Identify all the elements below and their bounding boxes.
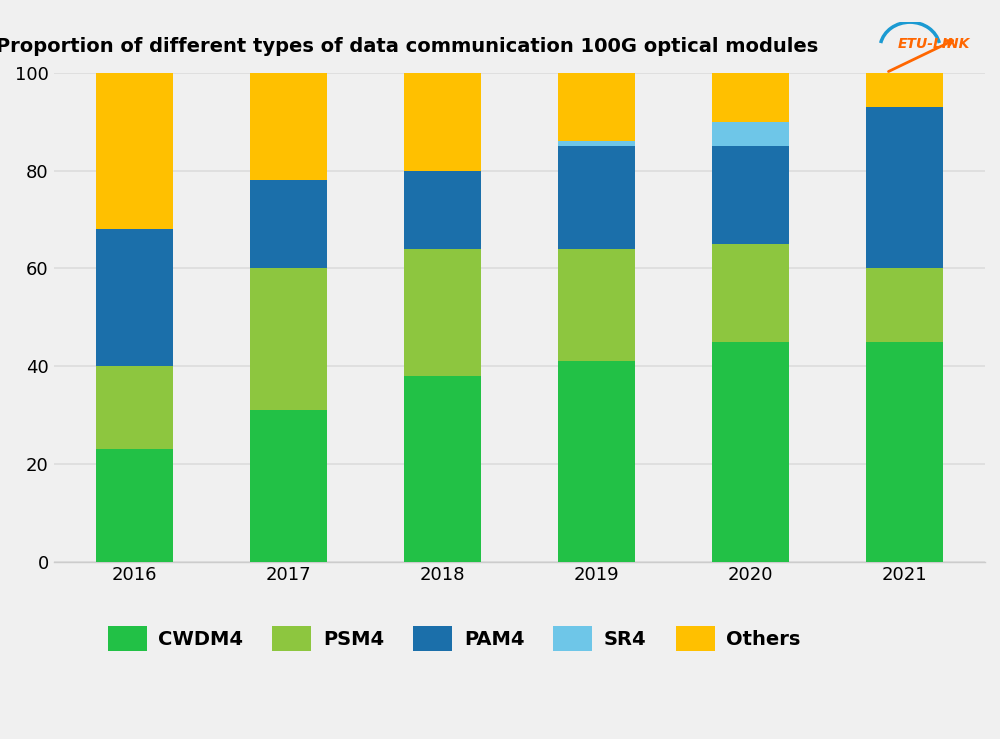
Bar [866, 341, 943, 562]
Bar [250, 180, 327, 268]
Bar [866, 68, 943, 107]
Bar [96, 229, 173, 366]
Bar [404, 249, 481, 376]
Bar [712, 122, 789, 146]
Bar [866, 268, 943, 341]
Bar [712, 146, 789, 244]
Bar [558, 249, 635, 361]
Bar [96, 366, 173, 449]
Bar [558, 68, 635, 141]
Bar [712, 244, 789, 341]
Bar [250, 73, 327, 180]
Bar [866, 107, 943, 268]
Title: Proportion of different types of data communication 100G optical modules: Proportion of different types of data co… [0, 37, 819, 56]
Bar [558, 146, 635, 249]
Bar [558, 141, 635, 146]
Bar [96, 449, 173, 562]
Bar [404, 376, 481, 562]
Bar [96, 73, 173, 229]
Bar [250, 410, 327, 562]
Text: ETU-LINK: ETU-LINK [898, 37, 970, 51]
Bar [558, 361, 635, 562]
Bar [250, 268, 327, 410]
Bar [404, 171, 481, 249]
Bar [712, 49, 789, 122]
Legend: CWDM4, PSM4, PAM4, SR4, Others: CWDM4, PSM4, PAM4, SR4, Others [102, 620, 807, 657]
Bar [712, 341, 789, 562]
Bar [404, 73, 481, 171]
